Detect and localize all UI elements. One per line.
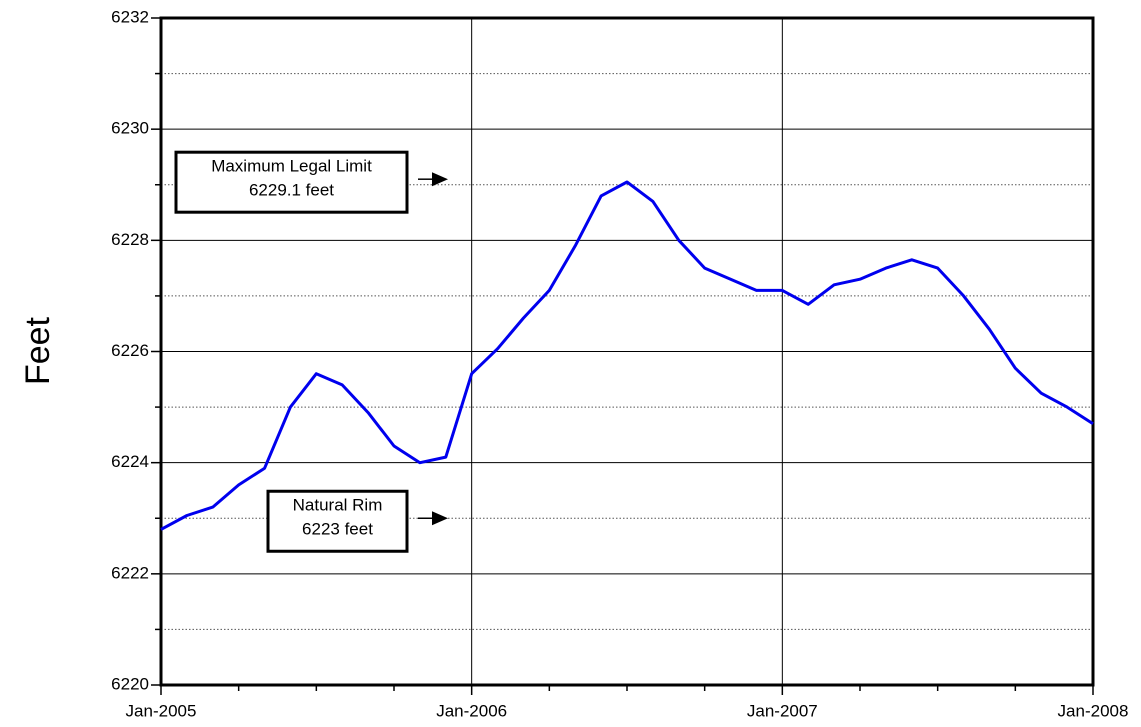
x-tick-label: Jan-2008 bbox=[1058, 701, 1129, 720]
arrow-head bbox=[432, 172, 448, 187]
y-axis-label: Feet bbox=[19, 316, 57, 385]
x-tick-label: Jan-2006 bbox=[436, 701, 507, 720]
y-tick-label: 6228 bbox=[111, 230, 149, 249]
x-tick-label: Jan-2007 bbox=[747, 701, 818, 720]
arrow-head bbox=[432, 511, 448, 526]
y-tick-label: 6220 bbox=[111, 674, 149, 693]
y-tick-label: 6222 bbox=[111, 563, 149, 582]
y-tick-label: 6224 bbox=[111, 452, 149, 471]
annotation-text: 6223 feet bbox=[302, 520, 373, 539]
annotation-text: Maximum Legal Limit bbox=[211, 157, 372, 176]
annotation-box bbox=[266, 489, 409, 553]
y-tick-label: 6232 bbox=[111, 7, 149, 26]
annotation-text: 6229.1 feet bbox=[249, 181, 334, 200]
y-tick-label: 6230 bbox=[111, 119, 149, 138]
x-tick-label: Jan-2005 bbox=[126, 701, 197, 720]
plot-frame bbox=[159, 16, 1095, 687]
annotation-box bbox=[174, 150, 409, 214]
y-tick-label: 6226 bbox=[111, 341, 149, 360]
data-line bbox=[160, 180, 1094, 531]
annotation-text: Natural Rim bbox=[293, 496, 383, 515]
